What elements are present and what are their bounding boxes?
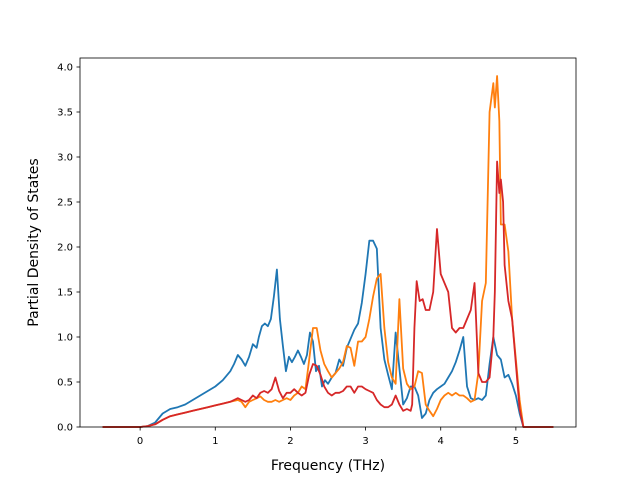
y-tick-label: 0.0 (57, 423, 73, 434)
series-line-2 (102, 75, 554, 428)
y-axis-title: Partial Density of States (26, 158, 42, 326)
x-tick-label: 5 (513, 436, 519, 447)
y-tick-label: 3.0 (57, 153, 73, 164)
y-tick-label: 0.5 (57, 378, 73, 389)
y-tick-label: 1.5 (57, 288, 73, 299)
y-tick-label: 2.5 (57, 198, 73, 209)
y-tick-label: 2.0 (57, 243, 73, 254)
x-tick-label: 0 (137, 436, 143, 447)
x-axis-title: Frequency (THz) (271, 458, 385, 474)
x-tick-label: 1 (212, 436, 218, 447)
x-tick-label: 3 (362, 436, 368, 447)
series-line-3 (102, 160, 554, 428)
x-axis-ticks: 0 1 2 3 4 5 (137, 427, 519, 447)
y-tick-label: 3.5 (57, 108, 73, 119)
series-layer (102, 75, 554, 428)
y-tick-label: 4.0 (57, 63, 73, 74)
x-tick-label: 4 (438, 436, 444, 447)
x-tick-label: 2 (287, 436, 293, 447)
y-axis-ticks: 0.0 0.5 1.0 1.5 2.0 2.5 3.0 3.5 4.0 (57, 63, 80, 434)
axes-frame (79, 57, 577, 428)
y-tick-label: 1.0 (57, 333, 73, 344)
